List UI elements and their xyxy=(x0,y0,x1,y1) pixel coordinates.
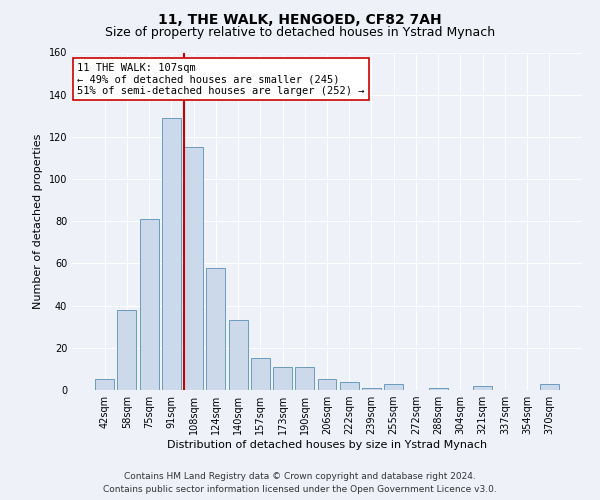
Text: 11, THE WALK, HENGOED, CF82 7AH: 11, THE WALK, HENGOED, CF82 7AH xyxy=(158,12,442,26)
Text: Contains HM Land Registry data © Crown copyright and database right 2024.
Contai: Contains HM Land Registry data © Crown c… xyxy=(103,472,497,494)
Bar xyxy=(540,384,559,390)
Bar xyxy=(140,219,158,390)
Bar xyxy=(362,388,381,390)
X-axis label: Distribution of detached houses by size in Ystrad Mynach: Distribution of detached houses by size … xyxy=(167,440,487,450)
Bar xyxy=(429,388,448,390)
Bar xyxy=(251,358,270,390)
Bar xyxy=(118,310,136,390)
Bar xyxy=(184,148,203,390)
Bar xyxy=(229,320,248,390)
Bar xyxy=(317,380,337,390)
Bar xyxy=(473,386,492,390)
Bar xyxy=(273,367,292,390)
Bar xyxy=(162,118,181,390)
Text: Size of property relative to detached houses in Ystrad Mynach: Size of property relative to detached ho… xyxy=(105,26,495,39)
Text: 11 THE WALK: 107sqm
← 49% of detached houses are smaller (245)
51% of semi-detac: 11 THE WALK: 107sqm ← 49% of detached ho… xyxy=(77,62,365,96)
Bar xyxy=(340,382,359,390)
Bar xyxy=(384,384,403,390)
Bar xyxy=(95,380,114,390)
Bar xyxy=(295,367,314,390)
Bar xyxy=(206,268,225,390)
Y-axis label: Number of detached properties: Number of detached properties xyxy=(33,134,43,309)
